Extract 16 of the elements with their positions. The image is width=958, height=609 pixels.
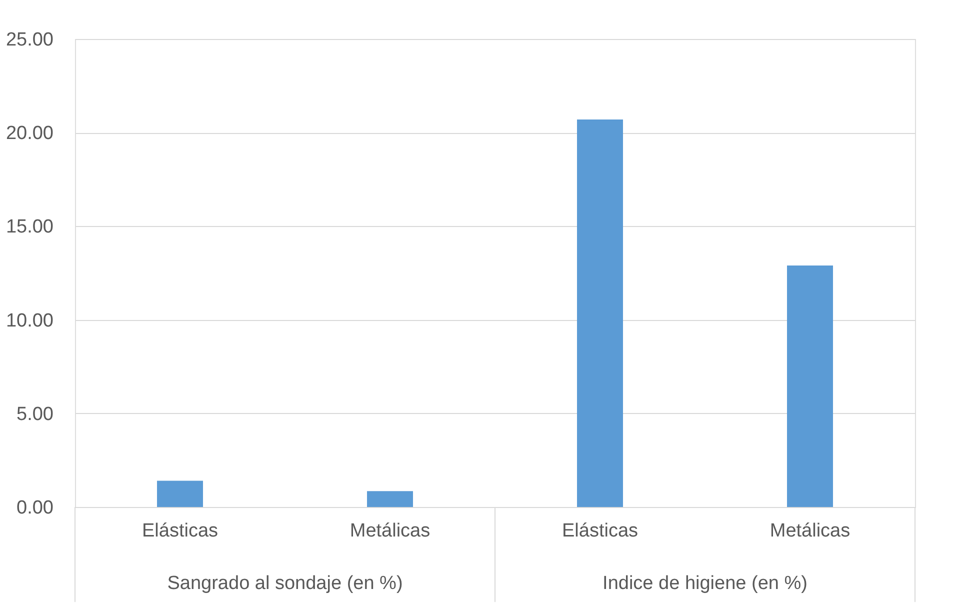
y-tick-label: 20.00	[6, 123, 54, 144]
y-tick-label: 10.00	[6, 310, 54, 332]
y-tick-label: 25.00	[6, 30, 54, 50]
bar	[577, 119, 623, 507]
x-tick-label: Elásticas	[142, 520, 218, 542]
y-tick-label: 15.00	[6, 216, 54, 238]
y-tick-label: 0.00	[16, 498, 54, 518]
bar	[157, 480, 203, 507]
text: Sangrado al sondaje (en %)	[167, 573, 403, 594]
y-tick-label: 5.00	[16, 404, 54, 425]
text: Indice de higiene (en %)	[602, 573, 808, 594]
x-tick-label: Metálicas	[770, 520, 850, 542]
bar	[787, 266, 833, 507]
x-tick-label: Elásticas	[562, 520, 638, 542]
x-tick-label: Metálicas	[350, 520, 430, 542]
bar	[367, 491, 413, 507]
